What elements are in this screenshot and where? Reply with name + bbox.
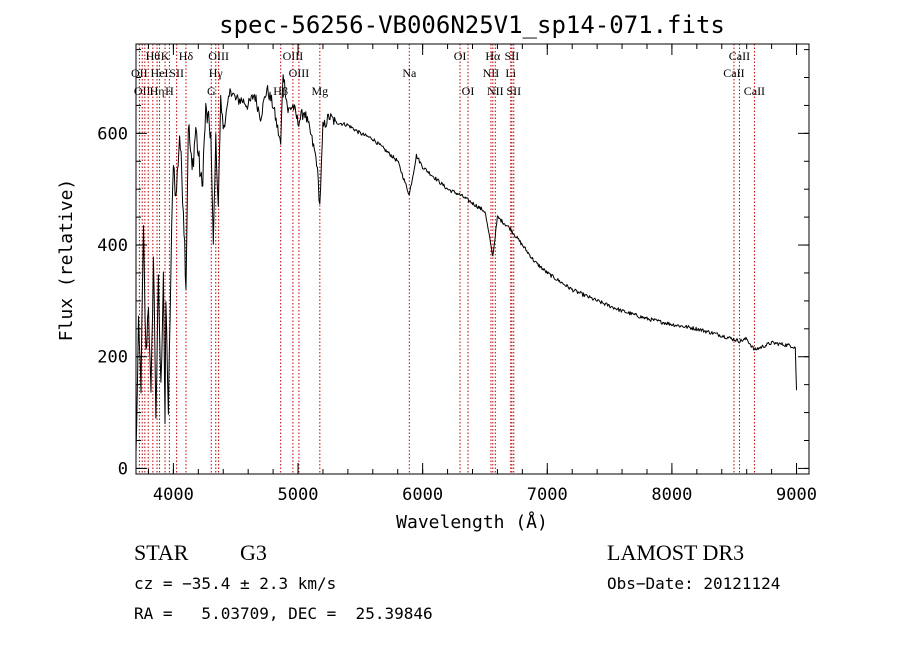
axes: 4000 5000 6000 7000 8000 9000 0 200 400 600 <box>97 44 817 505</box>
x-tick-label: 7000 <box>527 485 568 505</box>
line-label: OIII <box>283 49 304 63</box>
line-label: Hδ <box>179 49 194 63</box>
line-label: CaII <box>744 84 765 98</box>
y-axis-label: Flux (relative) <box>56 179 77 342</box>
line-label: Mg <box>311 84 328 98</box>
line-label: G <box>207 84 216 98</box>
flux-series <box>135 74 797 454</box>
x-tick-label: 4000 <box>153 485 194 505</box>
line-label: Hη <box>150 84 165 98</box>
x-tick-label: 5000 <box>278 485 319 505</box>
line-label: OII <box>134 84 151 98</box>
line-label: Na <box>402 66 417 80</box>
line-label: K <box>161 49 170 63</box>
line-label: H <box>165 84 174 98</box>
chart-title: spec-56256-VB006N25V1_sp14-071.fits <box>219 11 725 39</box>
line-label: OIII <box>208 49 229 63</box>
line-label: SII <box>505 49 520 63</box>
line-label: OIII <box>289 66 310 80</box>
x-axis-label: Wavelength (Å) <box>396 511 548 533</box>
line-label: CaII <box>729 49 750 63</box>
line-label: Hθ <box>146 49 161 63</box>
line-label: HeI <box>151 66 169 80</box>
x-tick-label: 9000 <box>776 485 817 505</box>
line-label: NII <box>487 84 504 98</box>
flux-line <box>135 74 797 454</box>
line-label: Hα <box>485 49 501 63</box>
line-label: OI <box>454 49 467 63</box>
line-label: OI <box>462 84 475 98</box>
y-tick-label: 400 <box>97 236 128 256</box>
line-label: OII <box>131 66 148 80</box>
line-label: CaII <box>723 66 744 80</box>
observation-date: Obs−Date: 20121124 <box>607 574 781 593</box>
line-label: Hγ <box>209 66 224 80</box>
object-class: STAR <box>134 540 189 565</box>
x-tick-label: 8000 <box>651 485 692 505</box>
spectral-line-markers: OIIOIIHθHηHeIKHSIIHδGHγOIIIHβOIIIOIIIMgN… <box>131 44 765 474</box>
y-tick-label: 0 <box>118 459 128 479</box>
line-label: SII <box>169 66 184 80</box>
line-label: Li <box>505 66 516 80</box>
plot-frame <box>135 43 810 475</box>
x-tick-label: 6000 <box>402 485 443 505</box>
line-label: SII <box>506 84 521 98</box>
line-label: NII <box>483 66 500 80</box>
object-subclass: G3 <box>240 540 267 565</box>
coordinates: RA = 5.03709, DEC = 25.39846 <box>134 604 433 623</box>
y-tick-label: 200 <box>97 348 128 368</box>
y-tick-label: 600 <box>97 124 128 144</box>
survey-name: LAMOST DR3 <box>607 540 745 565</box>
redshift-cz: cz = −35.4 ± 2.3 km/s <box>134 574 337 593</box>
